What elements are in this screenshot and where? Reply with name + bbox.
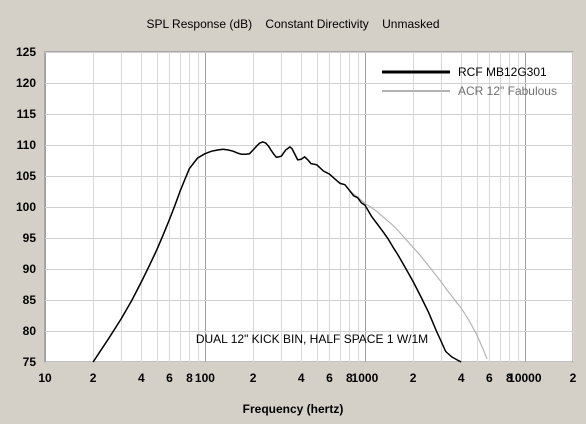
x-tick-label: 10000 <box>508 371 542 385</box>
legend-label-1: RCF MB12G301 <box>458 65 547 79</box>
y-tick-label: 125 <box>16 45 36 59</box>
y-tick-label: 90 <box>23 262 37 276</box>
x-tick-label: 1000 <box>352 371 379 385</box>
x-tick-label: 8 <box>346 371 353 385</box>
x-tick-label: 100 <box>195 371 215 385</box>
y-tick-label: 115 <box>17 107 37 121</box>
y-tick-label: 80 <box>23 324 37 338</box>
x-tick-label: 8 <box>186 371 193 385</box>
legend: RCF MB12G301 ACR 12" Fabulous <box>382 65 557 98</box>
x-axis-label: Frequency (hertz) <box>242 402 344 416</box>
x-tick-label: 6 <box>486 371 493 385</box>
y-axis: 75 80 85 90 95 100 105 110 115 120 125 <box>16 45 36 369</box>
y-tick-label: 110 <box>17 138 37 152</box>
x-tick-label: 4 <box>298 371 305 385</box>
x-tick-label: 2 <box>410 371 417 385</box>
y-tick-label: 85 <box>23 293 37 307</box>
y-tick-label: 95 <box>23 231 37 245</box>
x-tick-label: 6 <box>166 371 173 385</box>
grid <box>45 52 574 363</box>
series-line-1 <box>92 141 462 363</box>
x-tick-label: 2 <box>90 371 97 385</box>
x-tick-label: 4 <box>138 371 145 385</box>
x-tick-label: 2 <box>250 371 257 385</box>
y-tick-label: 100 <box>16 200 36 214</box>
chart-annotation: DUAL 12" KICK BIN, HALF SPACE 1 W/1M <box>196 332 428 346</box>
y-tick-label: 120 <box>16 76 36 90</box>
y-tick-label: 75 <box>23 355 37 369</box>
x-tick-label: 2 <box>570 371 577 385</box>
chart-title: SPL Response (dB) Constant Directivity U… <box>146 17 440 31</box>
series-group <box>92 141 488 363</box>
x-tick-label: 10 <box>38 371 52 385</box>
x-tick-label: 8 <box>506 371 513 385</box>
legend-label-2: ACR 12" Fabulous <box>458 84 557 98</box>
x-tick-label: 4 <box>458 371 465 385</box>
y-tick-label: 105 <box>16 169 36 183</box>
x-tick-label: 6 <box>326 371 333 385</box>
